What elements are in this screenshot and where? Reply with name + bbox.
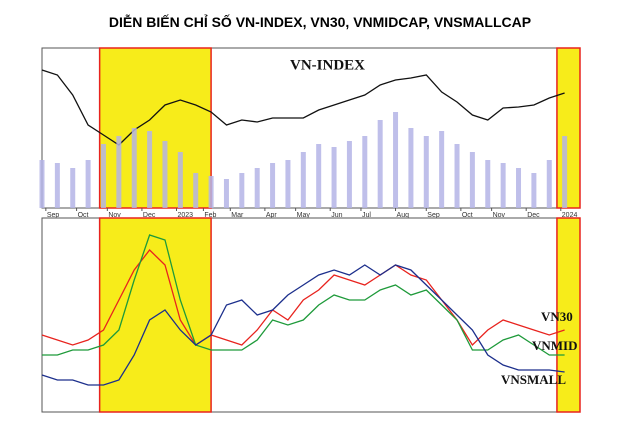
volume-bar bbox=[562, 136, 568, 208]
x-tick-label: May bbox=[297, 212, 311, 219]
volume-bar bbox=[316, 144, 322, 208]
series-line bbox=[41, 264, 565, 386]
volume-bar bbox=[469, 152, 475, 208]
volume-bar bbox=[500, 163, 506, 208]
volume-bar bbox=[377, 120, 383, 208]
volume-bar bbox=[423, 136, 429, 208]
volume-bar bbox=[116, 136, 122, 208]
volume-bar bbox=[70, 168, 76, 208]
volume-bar bbox=[131, 128, 137, 208]
volume-bar bbox=[300, 152, 306, 208]
volume-bar bbox=[516, 168, 522, 208]
volume-bar bbox=[454, 144, 460, 208]
x-tick-label: Dec bbox=[527, 212, 540, 219]
x-tick-label: Aug bbox=[397, 212, 410, 219]
volume-bar bbox=[100, 144, 106, 208]
highlight-band bbox=[556, 217, 581, 413]
volume-bar bbox=[162, 141, 168, 208]
series-line bbox=[42, 234, 565, 356]
volume-bar bbox=[177, 152, 183, 208]
x-tick-label: Apr bbox=[266, 212, 278, 219]
x-tick-label: 2024 bbox=[562, 212, 578, 219]
x-tick-label: Mar bbox=[231, 212, 244, 219]
volume-bar bbox=[439, 131, 445, 208]
volume-bar bbox=[39, 160, 45, 208]
series-label: VN-INDEX bbox=[290, 57, 365, 73]
volume-bar bbox=[239, 173, 245, 208]
volume-bar bbox=[270, 163, 276, 208]
volume-bar bbox=[85, 160, 91, 208]
volume-bar bbox=[485, 160, 491, 208]
x-tick-label: Oct bbox=[78, 212, 89, 219]
x-tick-label: Jul bbox=[362, 212, 371, 219]
x-tick-label: Nov bbox=[493, 212, 506, 219]
x-tick-label: Sep bbox=[47, 212, 60, 219]
volume-bar bbox=[285, 160, 291, 208]
x-tick-label: Feb bbox=[204, 212, 216, 219]
volume-bar bbox=[393, 112, 399, 208]
chart-title: DIỄN BIẾN CHỈ SỐ VN-INDEX, VN30, VNMIDCA… bbox=[109, 13, 531, 30]
series-line bbox=[41, 69, 565, 146]
volume-bar bbox=[362, 136, 368, 208]
x-tick-label: Oct bbox=[462, 212, 473, 219]
series-label: VNSMALL bbox=[501, 372, 566, 387]
highlight-band bbox=[556, 47, 581, 209]
x-tick-label: Jun bbox=[331, 212, 342, 219]
volume-bar bbox=[346, 141, 352, 208]
series-label: VNMID bbox=[532, 338, 578, 353]
x-tick-label: Nov bbox=[108, 212, 121, 219]
volume-bar bbox=[193, 173, 199, 208]
volume-bar bbox=[208, 176, 214, 208]
volume-bar bbox=[546, 160, 552, 208]
series-label: VN30 bbox=[541, 309, 573, 324]
volume-bar bbox=[223, 179, 229, 208]
volume-bar bbox=[254, 168, 260, 208]
series-line bbox=[41, 249, 565, 347]
x-tick-label: 2023 bbox=[178, 212, 194, 219]
volume-bar bbox=[531, 173, 537, 208]
volume-bar bbox=[408, 128, 414, 208]
volume-bar bbox=[331, 147, 337, 208]
x-tick-label: Sep bbox=[427, 212, 440, 219]
x-tick-label: Dec bbox=[143, 212, 156, 219]
highlight-band bbox=[98, 217, 212, 413]
volume-bar bbox=[54, 163, 60, 208]
volume-bar bbox=[147, 131, 153, 208]
